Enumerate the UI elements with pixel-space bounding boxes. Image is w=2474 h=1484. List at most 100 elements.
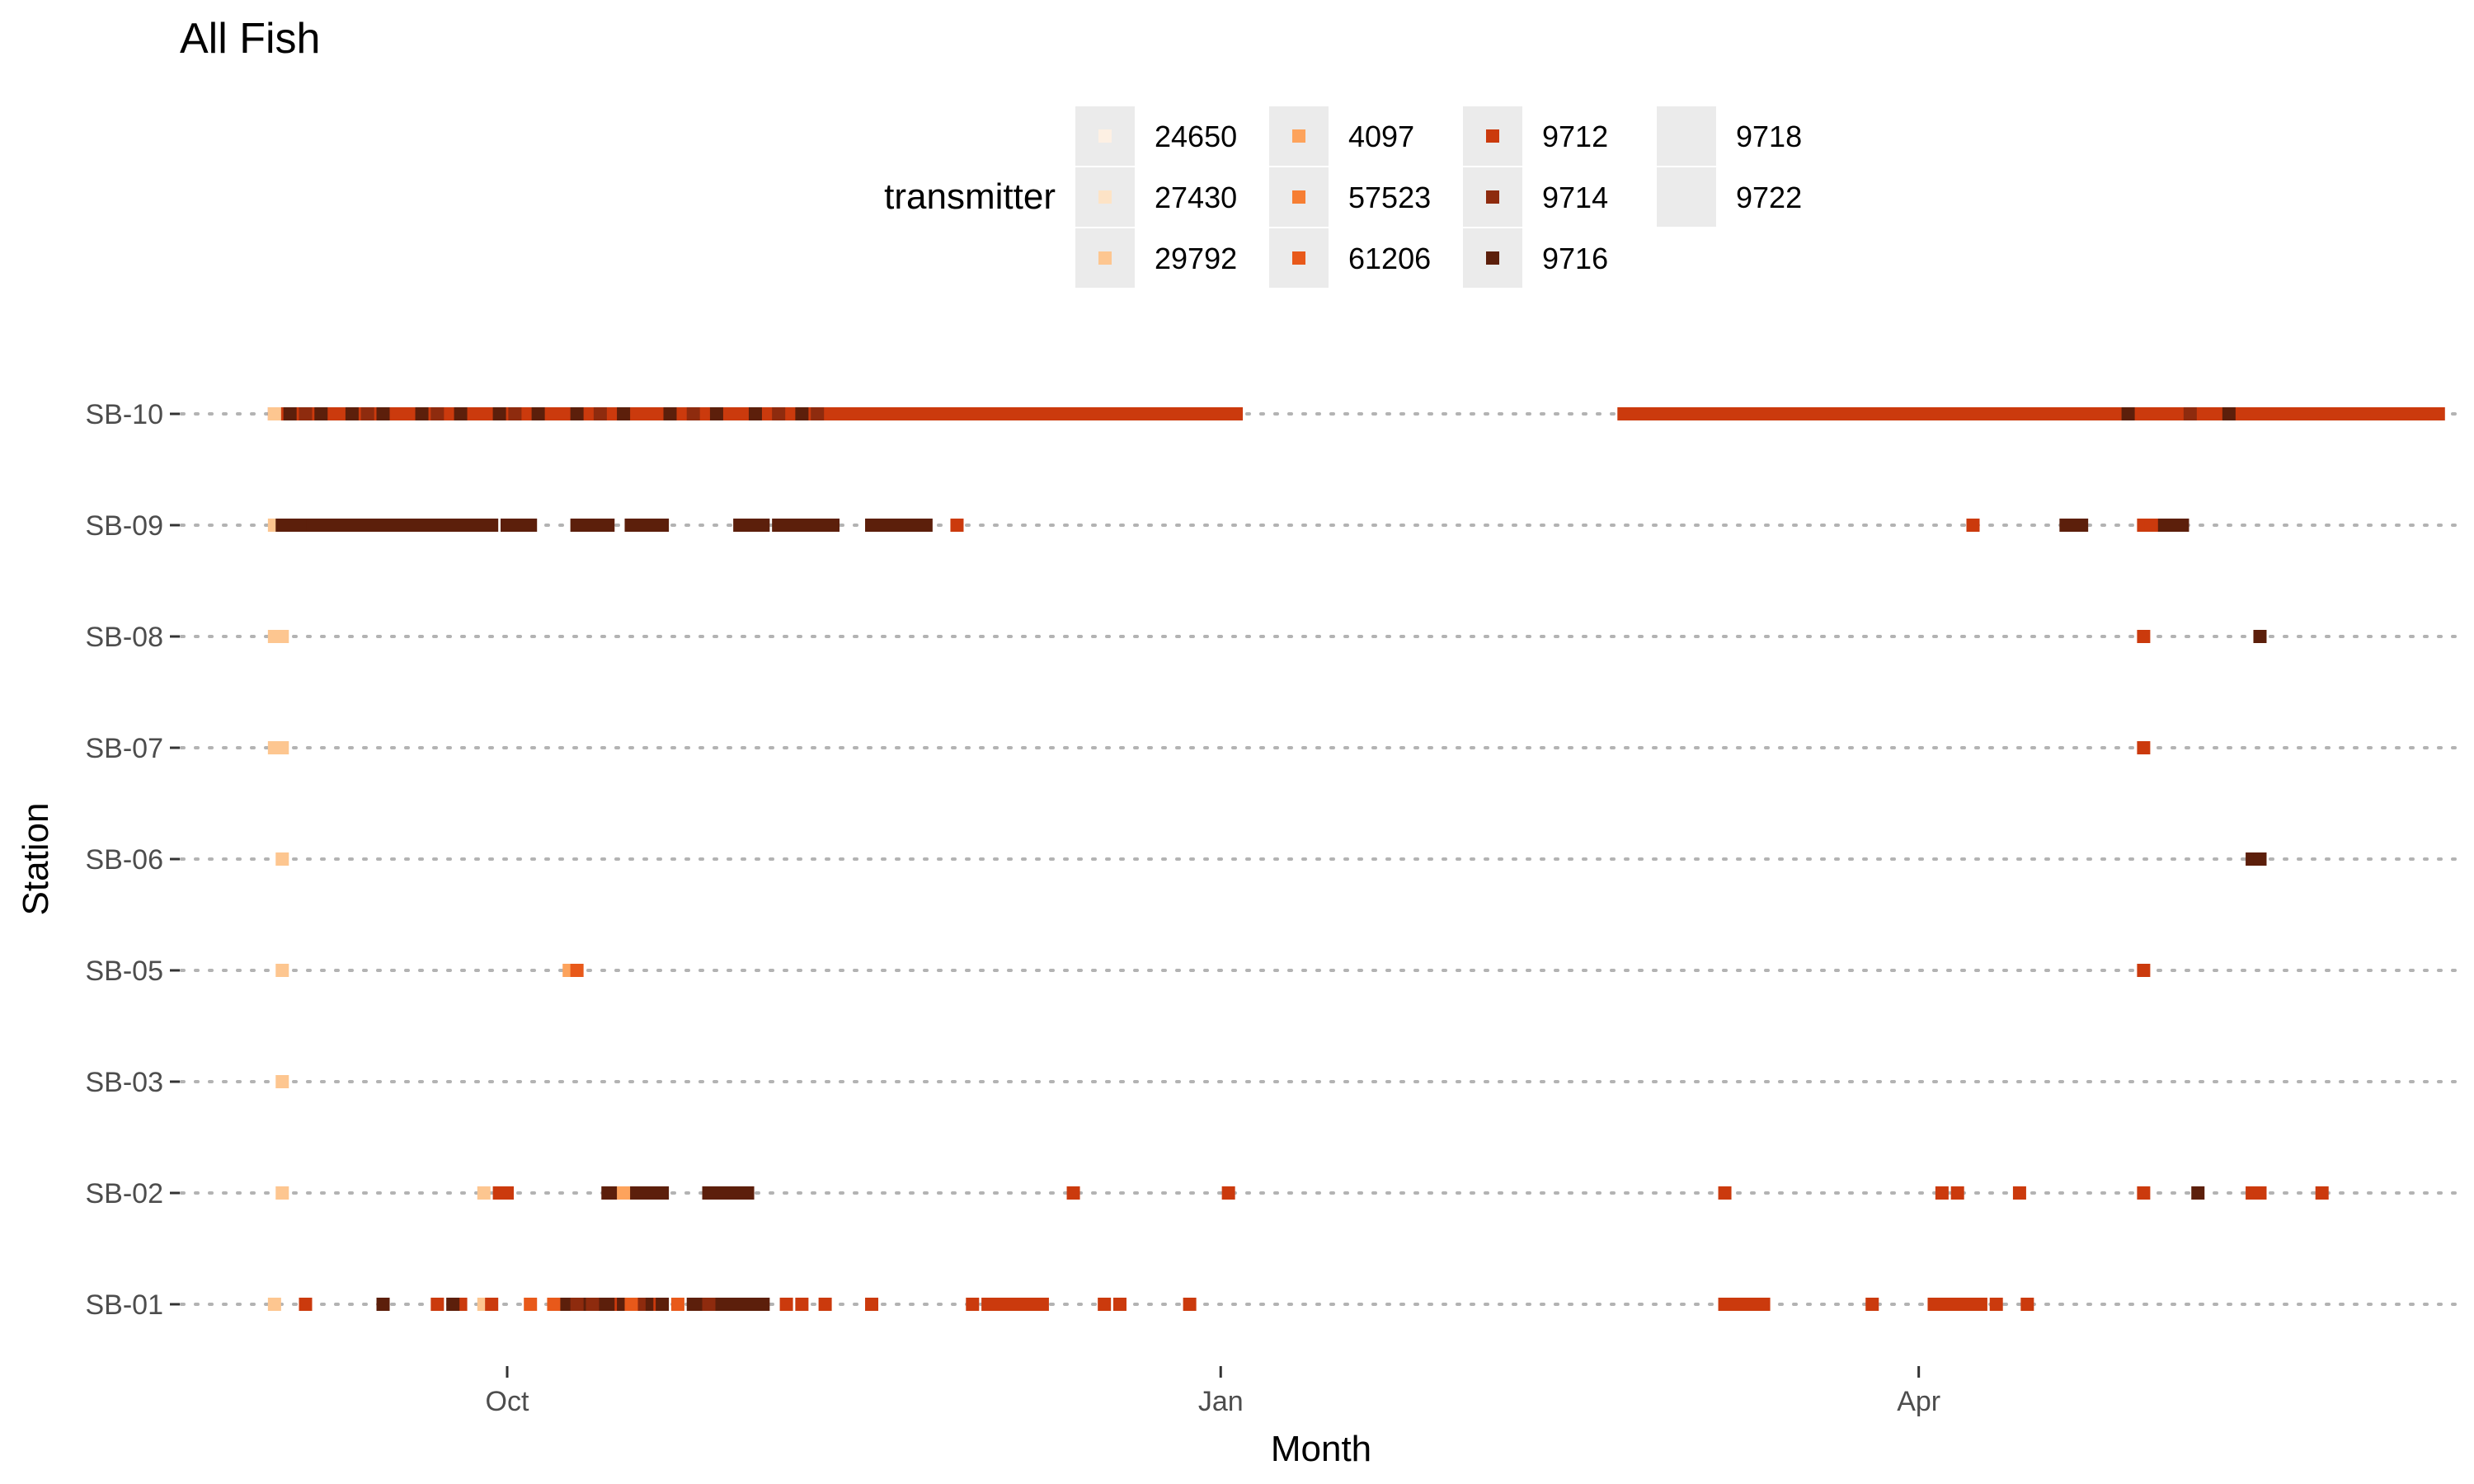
- mark-sb-01-9716-point-0: [376, 1298, 390, 1311]
- mark-sb-10-9714-point-0: [299, 407, 313, 420]
- mark-sb-01-9712-point-10: [865, 1298, 879, 1311]
- legend-label: 9712: [1542, 120, 1608, 153]
- mark-sb-08-29792-point-1: [275, 630, 289, 643]
- legend-item-9716: 9716: [1463, 228, 1608, 288]
- mark-sb-09-9712-point-3: [2144, 519, 2158, 532]
- mark-sb-01-9712-point-12: [1098, 1298, 1112, 1311]
- mark-sb-01-9712-point-3: [485, 1298, 499, 1311]
- mark-sb-10-9716-point-0: [283, 407, 297, 420]
- legend-key-bg: [1657, 106, 1716, 166]
- mark-sb-01-9712-range-3: [1927, 1298, 1987, 1311]
- mark-sb-02-9716-range-0: [601, 1186, 670, 1200]
- mark-sb-09-9716-range-7: [865, 519, 933, 532]
- mark-sb-02-9712-point-5: [1718, 1186, 1732, 1200]
- mark-sb-10-9716-point-2: [345, 407, 359, 420]
- legend-swatch: [1486, 190, 1499, 204]
- y-tick-label-sb-07: SB-07: [86, 733, 164, 764]
- legend-item-9718: 9718: [1657, 106, 1802, 166]
- x-axis-title: Month: [1271, 1429, 1371, 1469]
- mark-sb-10-9714-point-4: [593, 407, 607, 420]
- mark-sb-02-9712-point-3: [1066, 1186, 1080, 1200]
- y-axis: SB-10 SB-09 SB-08 SB-07 SB-06 SB-05 SB-03 SB-02…: [86, 399, 180, 1321]
- mark-sb-10-9716-point-15: [2222, 407, 2236, 420]
- legend-item-61206: 61206: [1269, 228, 1431, 288]
- legend-swatch: [1292, 251, 1305, 265]
- mark-sb-01-9716-point-1: [446, 1298, 460, 1311]
- legend-label: 9716: [1542, 242, 1608, 275]
- mark-sb-02-9712-point-8: [2012, 1186, 2026, 1200]
- mark-sb-01-9712-point-17: [2020, 1298, 2034, 1311]
- mark-sb-10-29792-point-0: [267, 407, 281, 420]
- mark-sb-07-29792-point-1: [275, 741, 289, 754]
- mark-sb-01-9712-point-8: [795, 1298, 809, 1311]
- legend-item-29792: 29792: [1075, 228, 1237, 288]
- mark-sb-09-9716-range-1: [306, 519, 499, 532]
- mark-sb-09-9716-range-8: [2059, 519, 2089, 532]
- mark-sb-05-29792-point-0: [275, 964, 289, 977]
- y-tick-label-sb-09: SB-09: [86, 510, 164, 542]
- legend: transmitter 24650 27430 29792 4097 57523 6120…: [884, 106, 1802, 288]
- legend-swatch: [1098, 251, 1112, 265]
- mark-sb-01-61206-point-1: [547, 1298, 561, 1311]
- legend-item-9714: 9714: [1463, 167, 1608, 227]
- legend-swatch: [1098, 190, 1112, 204]
- mark-sb-10-9716-point-9: [617, 407, 631, 420]
- mark-sb-02-9716-point-0: [2191, 1186, 2205, 1200]
- legend-item-57523: 57523: [1269, 167, 1431, 227]
- mark-sb-09-9716-range-0: [275, 519, 313, 532]
- mark-sb-06-9716-point-1: [2253, 852, 2267, 866]
- mark-sb-09-9716-range-2: [501, 519, 538, 532]
- mark-sb-10-9714-point-7: [811, 407, 825, 420]
- mark-sb-01-9714-point-3: [702, 1298, 716, 1311]
- mark-sb-02-9712-point-9: [2137, 1186, 2151, 1200]
- mark-sb-01-9716-range-1: [686, 1298, 770, 1311]
- legend-label: 24650: [1155, 120, 1237, 153]
- legend-label: 4097: [1348, 120, 1414, 153]
- mark-sb-02-9712-point-11: [2253, 1186, 2267, 1200]
- mark-sb-10-9716-point-12: [748, 407, 762, 420]
- mark-sb-09-9712-point-0: [950, 519, 964, 532]
- legend-items: 24650 27430 29792 4097 57523 61206 9712 9714 971…: [1075, 106, 1802, 288]
- legend-title: transmitter: [884, 176, 1056, 217]
- mark-sb-01-9712-point-16: [1989, 1298, 2003, 1311]
- station-gridlines: [180, 412, 2463, 1306]
- mark-sb-10-9716-point-5: [454, 407, 468, 420]
- mark-sb-02-9712-point-12: [2315, 1186, 2329, 1200]
- mark-sb-10-9716-point-1: [314, 407, 328, 420]
- mark-sb-07-9712-point-0: [2137, 741, 2151, 754]
- mark-sb-10-9716-point-13: [795, 407, 809, 420]
- y-tick-label-sb-03: SB-03: [86, 1067, 164, 1098]
- legend-item-9722: 9722: [1657, 167, 1802, 227]
- mark-sb-10-9716-point-4: [415, 407, 429, 420]
- mark-sb-01-9712-range-2: [1718, 1298, 1771, 1311]
- mark-sb-02-9712-point-1: [501, 1186, 514, 1200]
- mark-sb-03-29792-point-0: [275, 1075, 289, 1088]
- mark-sb-05-61206-point-0: [570, 964, 584, 977]
- mark-sb-10-9714-point-1: [360, 407, 374, 420]
- legend-item-9712: 9712: [1463, 106, 1608, 166]
- mark-sb-10-9716-point-10: [663, 407, 677, 420]
- legend-label: 61206: [1348, 242, 1431, 275]
- legend-swatch: [1292, 190, 1305, 204]
- mark-sb-06-29792-point-0: [275, 852, 289, 866]
- mark-sb-02-29792-point-0: [275, 1186, 289, 1200]
- mark-sb-01-9712-range-1: [981, 1298, 1049, 1311]
- mark-sb-01-9712-point-14: [1183, 1298, 1197, 1311]
- mark-sb-01-61206-point-2: [624, 1298, 638, 1311]
- x-tick-label-jan: Jan: [1198, 1386, 1244, 1417]
- mark-sb-01-9716-range-0: [554, 1298, 615, 1311]
- legend-swatch: [1292, 129, 1305, 143]
- x-axis: Oct Jan Apr: [486, 1366, 1940, 1417]
- mark-sb-01-61206-point-0: [524, 1298, 538, 1311]
- mark-sb-01-9712-point-1: [430, 1298, 444, 1311]
- legend-item-27430: 27430: [1075, 167, 1237, 227]
- mark-sb-09-9716-range-4: [624, 519, 670, 532]
- legend-swatch: [1098, 129, 1112, 143]
- legend-label: 9722: [1736, 181, 1802, 214]
- mark-sb-08-9712-point-0: [2137, 630, 2151, 643]
- mark-sb-10-9714-point-8: [2183, 407, 2197, 420]
- legend-item-4097: 4097: [1269, 106, 1414, 166]
- mark-sb-02-9712-point-6: [1935, 1186, 1949, 1200]
- y-tick-label-sb-08: SB-08: [86, 622, 164, 653]
- mark-sb-01-61206-point-3: [670, 1298, 684, 1311]
